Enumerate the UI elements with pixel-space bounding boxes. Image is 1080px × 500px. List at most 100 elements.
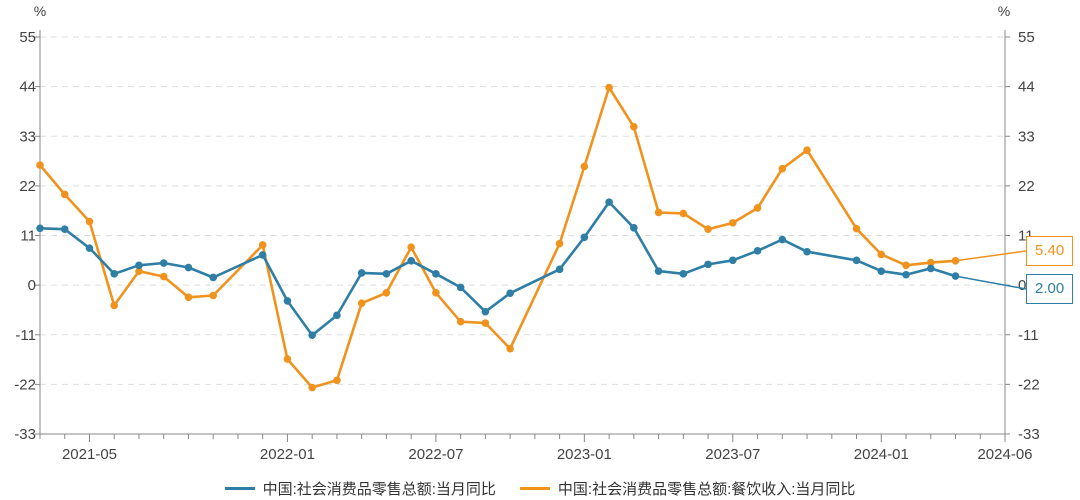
- series-2-point: [60, 190, 69, 199]
- series-1-point: [605, 198, 613, 206]
- series-2-point: [926, 258, 935, 267]
- series-1-point: [159, 259, 168, 267]
- series-1: [36, 198, 960, 340]
- x-tick-label: 2023-01: [557, 446, 612, 463]
- series-1-point: [926, 264, 935, 273]
- left-tick-label: 44: [19, 79, 36, 96]
- right-axis-unit: %: [998, 3, 1010, 19]
- series-1-point: [902, 270, 910, 279]
- x-tick-label: 2023-07: [705, 446, 760, 463]
- series-2-point: [877, 250, 886, 259]
- legend-label-series-1: 中国:社会消费品零售总额:当月同比: [262, 481, 496, 498]
- left-tick-label: -33: [14, 426, 36, 443]
- series-2-last-value-label: 5.40: [1026, 236, 1074, 266]
- legend-item-series-2[interactable]: 中国:社会消费品零售总额:餐饮收入:当月同比: [519, 478, 856, 499]
- series-2-point: [778, 164, 787, 173]
- left-y-axis-ticks: 55 44 33 22 11 0 -11 -22 -33: [14, 29, 40, 443]
- series-2-point: [110, 301, 119, 310]
- series-2-point: [333, 376, 341, 385]
- series-1-line: [39, 200, 956, 337]
- series-2-point: [704, 225, 712, 233]
- series-1-point: [135, 261, 143, 270]
- series-1-point: [382, 270, 391, 278]
- series-1-point: [729, 256, 737, 265]
- right-tick-label: 33: [1018, 128, 1035, 145]
- series-2-point: [85, 217, 94, 226]
- series-1-point: [580, 233, 589, 242]
- left-tick-label: 0: [28, 277, 36, 294]
- series-2-point: [630, 122, 638, 131]
- series-1-point: [506, 289, 514, 298]
- series-1-point: [753, 247, 762, 255]
- series-1-point: [679, 270, 688, 278]
- x-axis-ticks: 2021-05 2022-01 2022-07 2023-01 2023-07 2024-…: [39, 434, 1033, 463]
- series-2-point: [432, 288, 440, 297]
- series-1-point: [357, 269, 366, 277]
- left-tick-label: 55: [19, 29, 36, 46]
- x-tick-label: 2021-05: [62, 446, 117, 463]
- series-2-point: [407, 243, 415, 252]
- series-2-point: [605, 83, 613, 92]
- right-tick-label: -22: [1018, 376, 1040, 393]
- right-tick-label: 0: [1018, 277, 1026, 294]
- series-1-point: [803, 247, 811, 256]
- gridlines: [40, 36, 1005, 385]
- x-tick-label: 2022-07: [408, 446, 463, 463]
- series-2-point: [184, 293, 193, 302]
- legend-swatch-series-2: [519, 487, 550, 490]
- series-2-callout-leader: [955, 250, 1027, 262]
- series-2-point: [481, 319, 490, 327]
- series-1-callout-leader: [955, 275, 1027, 290]
- series-2-point: [803, 146, 811, 155]
- series-1-point: [704, 260, 712, 269]
- left-tick-label: -22: [14, 376, 36, 393]
- series-1-point: [36, 224, 44, 233]
- right-tick-label: -33: [1018, 426, 1040, 443]
- series-2-point: [209, 291, 218, 300]
- series-1-point: [60, 225, 69, 233]
- series-2-point: [36, 161, 44, 169]
- series-1-point: [456, 283, 465, 292]
- left-tick-label: -11: [15, 327, 36, 344]
- series-2-point: [159, 272, 168, 281]
- series-1-point: [258, 251, 267, 259]
- series-1-point: [877, 267, 886, 275]
- series-2-point: [506, 344, 514, 353]
- series-1-point: [308, 331, 316, 340]
- legend-item-series-1[interactable]: 中国:社会消费品零售总额:当月同比: [224, 478, 496, 499]
- series-2-point: [258, 241, 267, 249]
- series-2-point: [308, 383, 316, 392]
- series-1-point: [630, 224, 638, 232]
- series-1-point: [283, 297, 292, 305]
- legend-label-series-2: 中国:社会消费品零售总额:餐饮收入:当月同比: [557, 481, 856, 498]
- series-layer: [36, 83, 1027, 392]
- series-2-line: [39, 86, 956, 389]
- legend: 中国:社会消费品零售总额:当月同比 中国:社会消费品零售总额:餐饮收入:当月同比: [0, 478, 1080, 499]
- series-2-point: [580, 162, 589, 171]
- right-tick-label: 44: [1018, 79, 1035, 96]
- left-tick-label: 22: [19, 178, 36, 195]
- series-2-point: [951, 256, 960, 265]
- right-tick-label: 22: [1018, 178, 1035, 195]
- series-2-point: [852, 224, 861, 233]
- left-tick-label: 11: [20, 228, 36, 245]
- series-1-point: [333, 311, 341, 320]
- series-2-point: [902, 261, 910, 270]
- series-1-point: [209, 273, 218, 282]
- series-1-point: [654, 267, 663, 275]
- series-1-point: [481, 307, 490, 316]
- series-1-point: [555, 265, 564, 274]
- x-tick-label: 2024-06: [977, 446, 1032, 463]
- series-1-last-value-label: 2.00: [1026, 274, 1074, 304]
- series-2-point: [555, 239, 564, 248]
- series-2-point: [135, 267, 143, 275]
- series-1-point: [852, 256, 861, 265]
- series-2-point: [729, 219, 737, 227]
- series-2-point: [382, 288, 391, 297]
- series-2-point: [456, 317, 465, 326]
- series-1-point: [432, 270, 440, 278]
- series-1-point: [778, 235, 787, 244]
- series-2-point: [654, 208, 663, 217]
